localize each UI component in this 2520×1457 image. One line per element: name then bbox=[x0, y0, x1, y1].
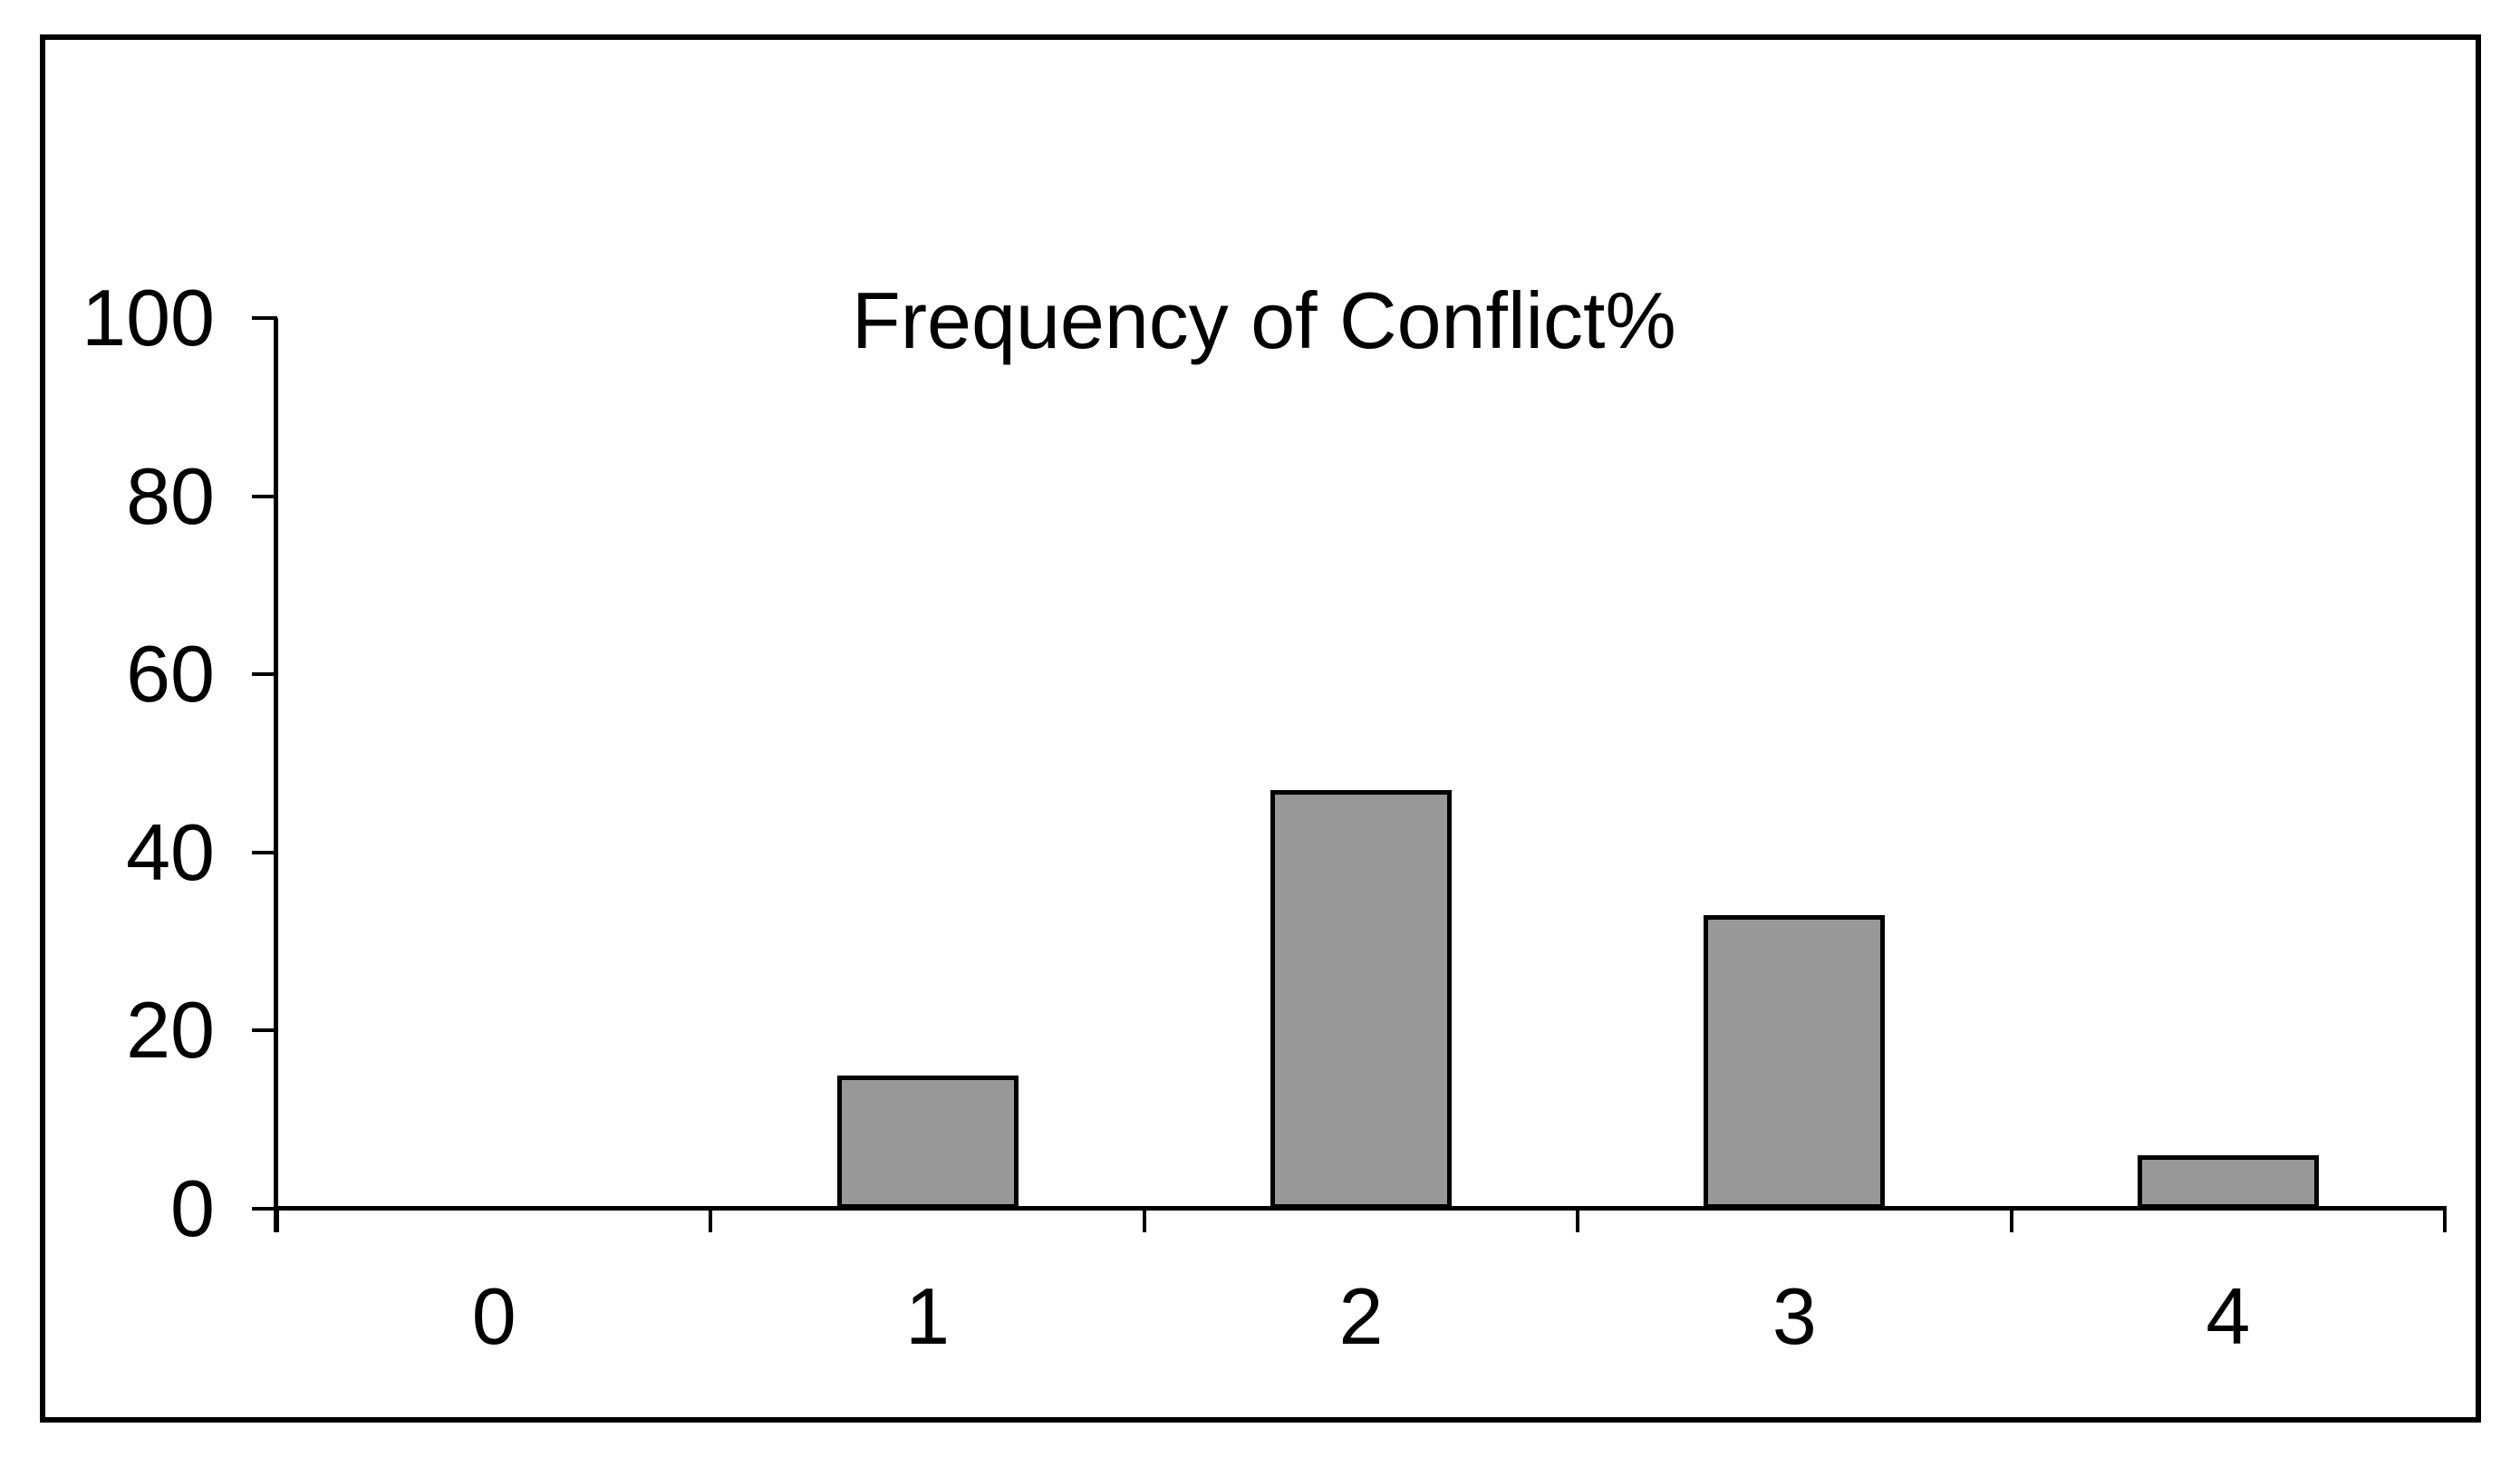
x-axis-category-label: 2 bbox=[1338, 1271, 1384, 1361]
x-axis-tick bbox=[1576, 1209, 1580, 1232]
x-axis-tick bbox=[275, 1209, 279, 1232]
y-axis-line bbox=[274, 318, 278, 1232]
y-axis-tick bbox=[252, 1207, 277, 1211]
y-axis-tick bbox=[252, 494, 277, 498]
y-axis-tick-label: 0 bbox=[170, 1163, 215, 1253]
chart-title: Frequency of Conflict% bbox=[852, 275, 1676, 365]
bar-category-3 bbox=[1704, 914, 1886, 1209]
x-axis-tick bbox=[1142, 1209, 1146, 1232]
y-axis-tick-label: 20 bbox=[126, 985, 215, 1076]
y-axis-tick bbox=[252, 1028, 277, 1033]
x-axis-category-label: 3 bbox=[1772, 1271, 1817, 1361]
y-axis-tick bbox=[252, 672, 277, 677]
y-axis-tick-label: 40 bbox=[126, 806, 215, 897]
x-axis-tick bbox=[2009, 1209, 2013, 1232]
bar-category-1 bbox=[836, 1075, 1019, 1209]
y-axis-tick-label: 100 bbox=[82, 273, 215, 362]
bar-category-4 bbox=[2137, 1155, 2319, 1209]
x-axis-tick bbox=[2443, 1209, 2447, 1232]
chart-border bbox=[40, 34, 2481, 1423]
bar-category-2 bbox=[1270, 789, 1452, 1209]
y-axis-tick-label: 80 bbox=[126, 450, 215, 541]
y-axis-tick-label: 60 bbox=[126, 629, 215, 719]
x-axis-category-label: 0 bbox=[471, 1271, 517, 1361]
y-axis-tick bbox=[252, 316, 277, 320]
y-axis-tick bbox=[252, 850, 277, 854]
x-axis-category-label: 1 bbox=[905, 1271, 951, 1361]
x-axis-category-label: 4 bbox=[2206, 1271, 2251, 1361]
x-axis-tick bbox=[709, 1209, 713, 1232]
